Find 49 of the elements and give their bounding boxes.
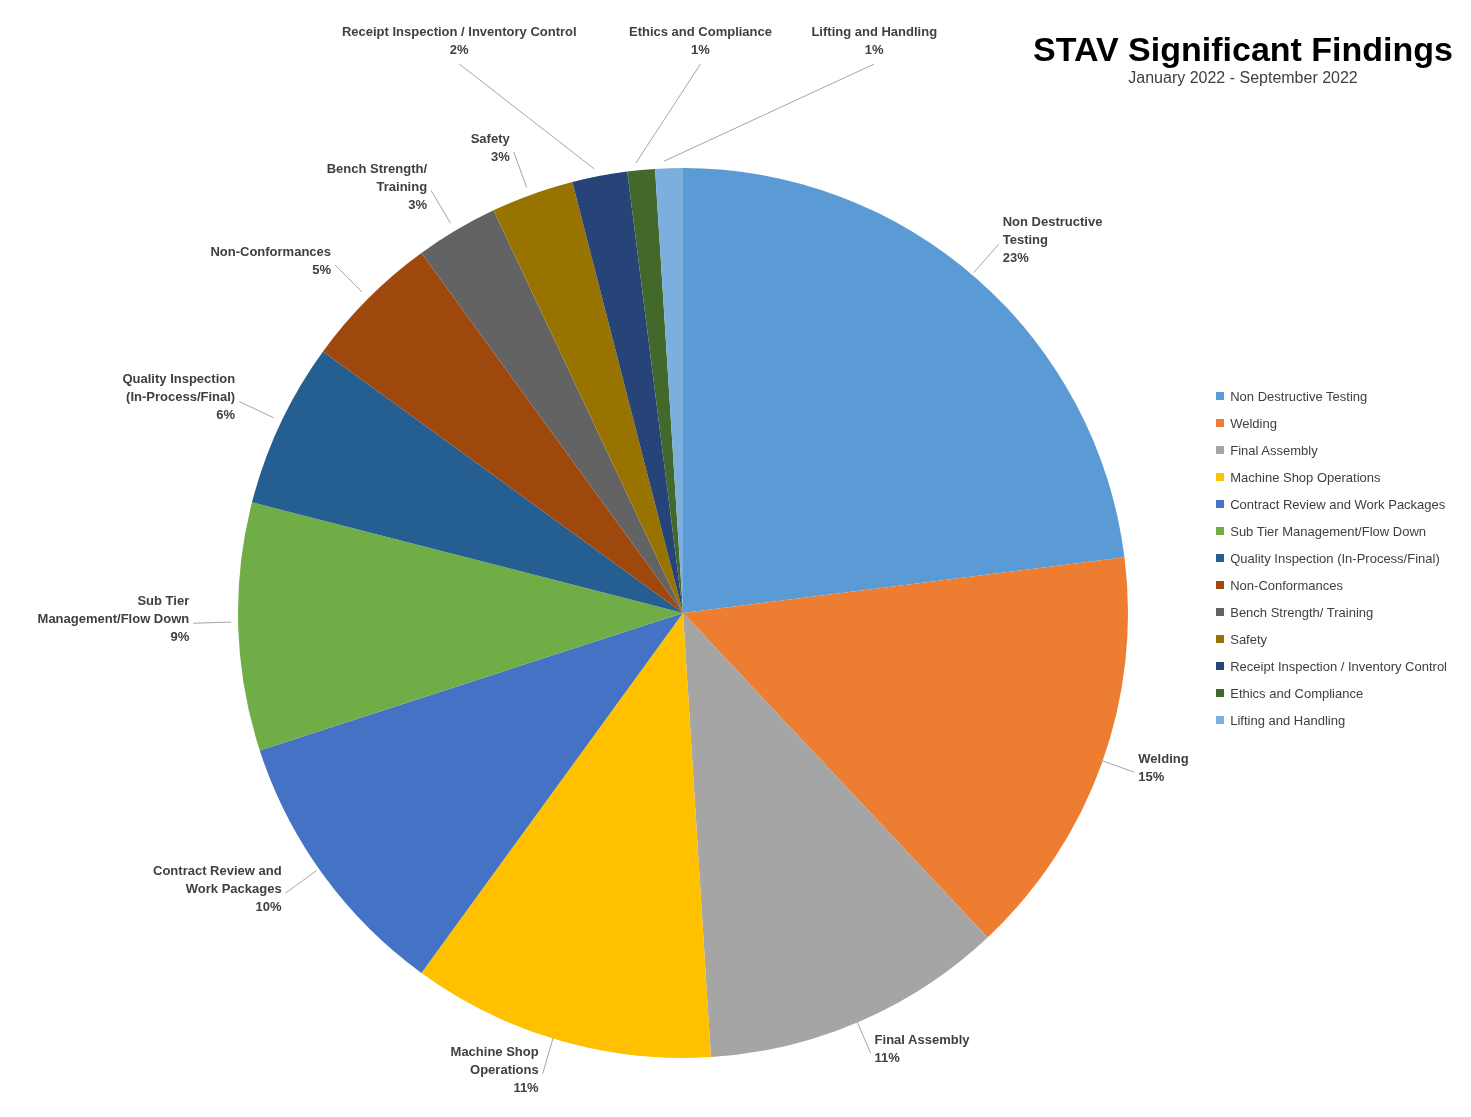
data-label: 15% <box>1138 769 1165 785</box>
data-label: 6% <box>216 407 236 423</box>
data-label: 1% <box>864 42 885 57</box>
legend-label: Ethics and Compliance <box>1230 684 1364 703</box>
slice-label: Ethics and Compliance <box>628 24 773 39</box>
slice-label: Quality Inspection (In-Process/Final) <box>122 371 236 405</box>
legend-label: Non-Conformances <box>1230 576 1343 595</box>
pie-slice <box>683 557 1128 938</box>
legend-label: Contract Review and Work Packages <box>1230 495 1446 514</box>
slice-label: Safety <box>470 130 511 146</box>
pie-slice <box>683 168 1125 613</box>
legend-label: Machine Shop Operations <box>1230 468 1381 487</box>
slice-label: Non-Conformances <box>210 244 332 260</box>
legend-label: Welding <box>1230 414 1277 433</box>
pie-slice <box>251 351 683 613</box>
slice-label: Sub Tier Management/Flow Down <box>37 593 190 627</box>
data-label: 9% <box>170 629 190 645</box>
data-label: 5% <box>312 262 332 278</box>
pie-slice <box>421 613 711 1058</box>
data-label: 2% <box>449 42 470 57</box>
legend-label: Final Assembly <box>1230 441 1318 460</box>
slice-label: Bench Strength/ Training <box>326 160 428 194</box>
data-label: 3% <box>408 196 428 212</box>
data-label: 1% <box>691 42 711 57</box>
legend-label: Non Destructive Testing <box>1230 387 1368 406</box>
data-label: 23% <box>1002 250 1030 266</box>
pie-slice <box>238 502 683 751</box>
legend-label: Safety <box>1230 630 1268 649</box>
slice-label: Lifting and Handling <box>811 24 938 39</box>
pie-slice <box>421 210 683 613</box>
data-label: 3% <box>490 148 511 164</box>
data-label: 11% <box>874 1050 901 1066</box>
text: January 2022 - September 2022 <box>1127 69 1359 87</box>
data-label: 11% <box>513 1079 540 1095</box>
slice-label: Receipt Inspection / Inventory Control <box>341 24 577 39</box>
slice-label: Machine Shop Operations <box>450 1043 539 1077</box>
legend-label: Lifting and Handling <box>1230 711 1346 730</box>
chart-title: STAV Significant Findings <box>1033 30 1453 69</box>
slice-label: Welding <box>1138 751 1189 767</box>
legend-label: Bench Strength/ Training <box>1230 603 1374 622</box>
slice-label: Non Destructive Testing <box>1002 214 1103 248</box>
legend-label: Sub Tier Management/Flow Down <box>1230 522 1427 541</box>
slice-label: Final Assembly <box>874 1032 971 1048</box>
slice-label: Contract Review and Work Packages <box>153 863 282 897</box>
data-label: 10% <box>255 899 283 915</box>
legend-label: Receipt Inspection / Inventory Control <box>1230 657 1447 676</box>
pie-slice <box>493 181 683 613</box>
pie-slice <box>572 171 683 613</box>
legend-label: Quality Inspection (In-Process/Final) <box>1230 549 1440 568</box>
